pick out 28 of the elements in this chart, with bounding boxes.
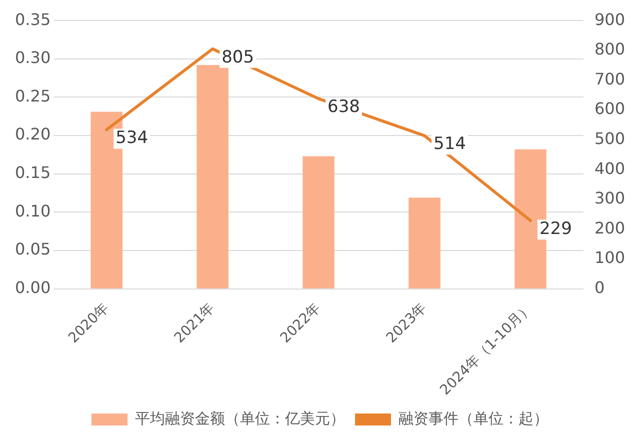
data-label: 638 [328, 97, 360, 118]
y2-tick-label: 0 [594, 278, 605, 298]
y-tick-label: 0.25 [15, 86, 51, 106]
data-label: 514 [434, 134, 466, 154]
y2-tick-label: 700 [594, 69, 626, 88]
y-tick-label: 0.15 [15, 163, 51, 182]
data-label: 534 [116, 128, 148, 148]
y-tick-label: 0.35 [15, 10, 51, 29]
y2-tick-label: 400 [594, 158, 626, 178]
y2-tick-label: 200 [594, 218, 626, 238]
y2-tick-label: 900 [594, 10, 626, 29]
legend-label: 融资事件（单位：起） [398, 409, 548, 428]
y-tick-label: 0.05 [15, 240, 51, 259]
data-label: 229 [539, 219, 572, 240]
bar [302, 156, 334, 288]
y2-tick-label: 100 [594, 248, 626, 268]
bar [196, 65, 228, 288]
bar [408, 198, 440, 288]
y2-tick-label: 300 [594, 188, 626, 208]
y-tick-label: 0.30 [15, 48, 51, 68]
y2-tick-label: 800 [594, 40, 626, 59]
y-tick-label: 0.10 [15, 201, 51, 220]
y-tick-label: 0.20 [15, 124, 51, 144]
y2-tick-label: 500 [594, 128, 626, 148]
legend-label: 平均融资金额（单位：亿美元） [135, 409, 345, 428]
y-tick-label: 0.00 [15, 278, 51, 298]
data-label: 805 [222, 47, 254, 68]
y2-tick-label: 600 [594, 99, 626, 118]
